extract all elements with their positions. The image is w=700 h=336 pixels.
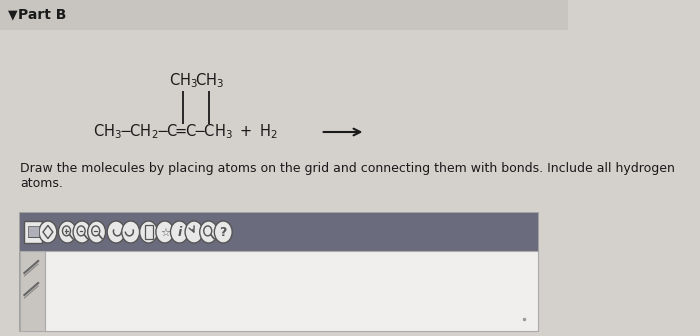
Text: ▼: ▼ [8, 8, 18, 22]
Bar [45, 251, 538, 331]
Text: Part B: Part B [18, 8, 66, 22]
Bar [20, 251, 45, 331]
Circle shape [73, 221, 91, 243]
Bar [20, 213, 538, 251]
Circle shape [139, 221, 158, 243]
Bar [25, 221, 42, 243]
Circle shape [214, 221, 232, 243]
Circle shape [88, 221, 106, 243]
Bar [28, 226, 38, 237]
Text: ☆: ☆ [160, 228, 170, 238]
Circle shape [107, 221, 125, 243]
Bar [144, 225, 153, 239]
Circle shape [199, 221, 218, 243]
Circle shape [171, 221, 188, 243]
Circle shape [185, 221, 203, 243]
Circle shape [156, 221, 174, 243]
Text: $\mathrm{CH_3}$: $\mathrm{CH_3}$ [195, 71, 224, 90]
Text: $\mathrm{CH_3\!\!-\!\!CH_2\!\!-\!\!C\!\!=\!\!C\!\!-\!\!CH_3}\ +\ \mathrm{H_2}$: $\mathrm{CH_3\!\!-\!\!CH_2\!\!-\!\!C\!\!… [93, 123, 279, 141]
Text: $\mathrm{CH_3}$: $\mathrm{CH_3}$ [169, 71, 198, 90]
Text: Draw the molecules by placing atoms on the grid and connecting them with bonds. : Draw the molecules by placing atoms on t… [20, 162, 675, 190]
Circle shape [58, 221, 76, 243]
Circle shape [39, 221, 57, 243]
Circle shape [122, 221, 139, 243]
Text: ?: ? [220, 226, 227, 239]
Text: i: i [177, 226, 181, 239]
Bar [0, 0, 568, 30]
Bar [20, 213, 538, 331]
